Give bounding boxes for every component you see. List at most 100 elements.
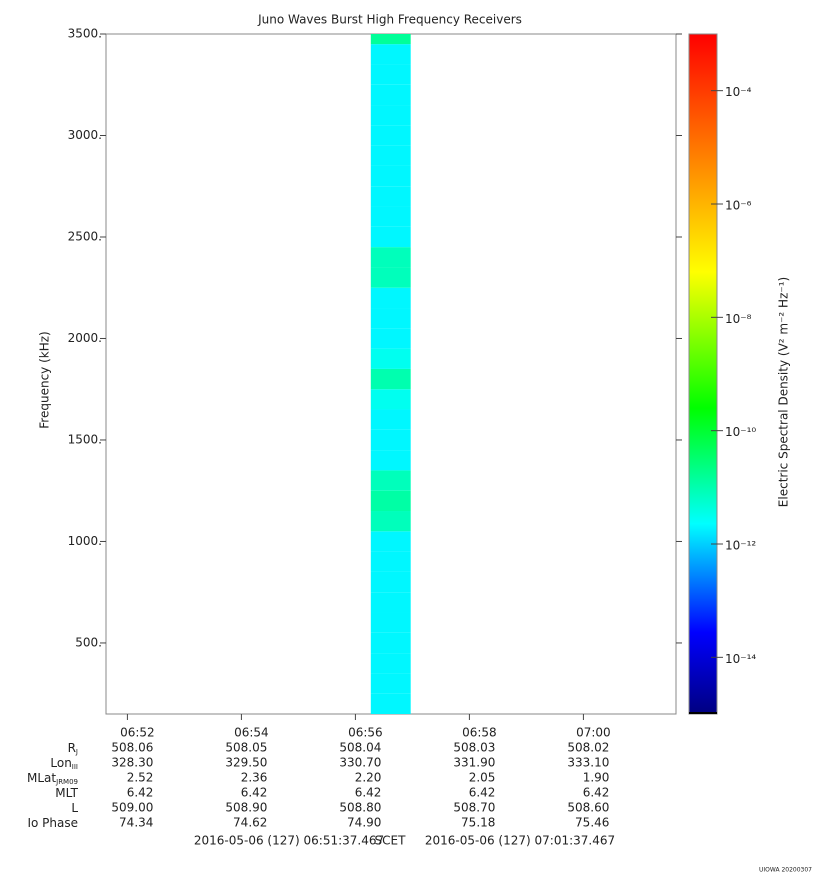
spectrogram-cell: [370, 592, 411, 613]
spectrogram-cell: [370, 226, 411, 248]
y-tick-label: 1500.: [68, 432, 102, 446]
ephemeris-value: 508.70: [453, 801, 495, 815]
ephemeris-value: 75.18: [461, 816, 495, 830]
ephemeris-value: 508.04: [339, 741, 381, 755]
spectrogram-cell: [370, 389, 411, 410]
end-time: 2016-05-06 (127) 07:01:37.467: [425, 834, 615, 848]
chart-title: Juno Waves Burst High Frequency Receiver…: [257, 13, 522, 27]
spectrogram-cell: [370, 490, 411, 512]
x-tick-label: 06:52: [120, 726, 155, 740]
colorbar-label: Electric Spectral Density (V² m⁻² Hz⁻¹): [777, 277, 791, 507]
y-tick-label: 3500.: [68, 27, 102, 41]
colorbar: [688, 33, 718, 715]
ephemeris-value: 2.20: [355, 771, 382, 785]
ephemeris-value: 333.10: [567, 756, 609, 770]
spectrogram-cell: [370, 470, 411, 491]
ephemeris-value: 331.90: [453, 756, 495, 770]
spectrogram-cell: [370, 551, 411, 572]
spectrogram-cell: [370, 409, 411, 430]
spectrogram-cell: [370, 34, 411, 45]
ephemeris-value: 6.42: [241, 786, 268, 800]
row-label: MLatJRM09: [27, 771, 78, 787]
ephemeris-value: 75.46: [575, 816, 609, 830]
ephemeris-value: 6.42: [469, 786, 496, 800]
row-label-sub: III: [72, 763, 78, 771]
ephemeris-value: 6.42: [355, 786, 382, 800]
colorbar-tick-label: 10⁻⁴: [725, 85, 752, 99]
start-time: 2016-05-06 (127) 06:51:37.467: [194, 834, 384, 848]
spectrogram-cell: [370, 206, 411, 227]
spectrogram-cell: [370, 44, 411, 65]
ephemeris-value: 508.60: [567, 801, 609, 815]
ephemeris-value: 6.42: [583, 786, 610, 800]
row-label-text: MLat: [27, 771, 56, 785]
spectrogram-cell: [370, 653, 411, 674]
y-axis-label: Frequency (kHz): [38, 331, 52, 428]
spectrogram-cell: [370, 64, 411, 85]
colorbar-tick-label: 10⁻⁸: [725, 312, 752, 326]
y-tick-label: 2000.: [68, 331, 102, 345]
spectrogram-cell: [370, 571, 411, 593]
ephemeris-value: 508.03: [453, 741, 495, 755]
ephemeris-value: 508.90: [225, 801, 267, 815]
ephemeris-value: 508.80: [339, 801, 381, 815]
spectrogram-cell: [370, 84, 411, 106]
colorbar-tick-label: 10⁻¹²: [725, 539, 756, 553]
time-label: SCET: [375, 834, 407, 848]
spectrogram-cell: [370, 673, 411, 694]
y-tick-label: 3000.: [68, 128, 102, 142]
spectrogram-cell: [370, 531, 411, 552]
colorbar-tick-label: 10⁻¹⁴: [725, 652, 756, 666]
ephemeris-value: 2.05: [469, 771, 496, 785]
ephemeris-value: 6.42: [127, 786, 154, 800]
ephemeris-value: 74.90: [347, 816, 381, 830]
spectrogram-cell: [370, 247, 411, 268]
ephemeris-value: 329.50: [225, 756, 267, 770]
spectrogram-cell: [370, 308, 411, 329]
spectrogram-cell: [370, 368, 411, 390]
spectrogram-cell: [370, 328, 411, 349]
row-label: LonIII: [50, 756, 78, 772]
y-tick-label: 2500.: [68, 229, 102, 243]
spectrogram-cell: [370, 186, 411, 207]
spectrogram-cell: [370, 612, 411, 633]
spectrogram-cell: [370, 348, 411, 369]
y-tick-label: 1000.: [68, 534, 102, 548]
spectrogram-cell: [370, 632, 411, 654]
ephemeris-value: 330.70: [339, 756, 381, 770]
spectrogram-cell: [370, 429, 411, 451]
ephemeris-value: 1.90: [583, 771, 610, 785]
x-tick-label: 06:56: [348, 726, 383, 740]
y-tick-label: 500.: [75, 635, 102, 649]
ephemeris-value: 74.62: [233, 816, 267, 830]
row-label-sub: J: [75, 748, 78, 756]
ephemeris-value: 508.06: [111, 741, 153, 755]
spectrogram-cell: [370, 165, 411, 187]
row-label-text: R: [68, 741, 76, 755]
row-label: L: [71, 801, 78, 815]
spectrogram-cell: [370, 693, 411, 714]
spectrogram-cell: [370, 145, 411, 166]
colorbar-tick-label: 10⁻¹⁰: [725, 425, 756, 439]
row-label-text: MLT: [55, 786, 78, 800]
spectrogram-cell: [370, 267, 411, 288]
x-tick-label: 06:58: [462, 726, 497, 740]
spectrogram-cell: [370, 105, 411, 126]
credit: UIOWA 20200307: [759, 867, 812, 874]
x-tick-label: 06:54: [234, 726, 269, 740]
colorbar-floor: [689, 712, 717, 714]
spectrogram-cell: [370, 287, 411, 309]
ephemeris-value: 2.52: [127, 771, 154, 785]
ephemeris-value: 509.00: [111, 801, 153, 815]
row-label-sub: JRM09: [55, 778, 78, 786]
spectrogram-cell: [370, 125, 411, 146]
row-label-text: Lon: [50, 756, 71, 770]
spectrogram-cell: [370, 450, 411, 471]
row-label: Io Phase: [27, 816, 78, 830]
colorbar-tick-label: 10⁻⁶: [725, 199, 752, 213]
ephemeris-value: 508.02: [567, 741, 609, 755]
x-tick-label: 07:00: [576, 726, 611, 740]
row-label-text: Io Phase: [27, 816, 78, 830]
ephemeris-value: 74.34: [119, 816, 153, 830]
